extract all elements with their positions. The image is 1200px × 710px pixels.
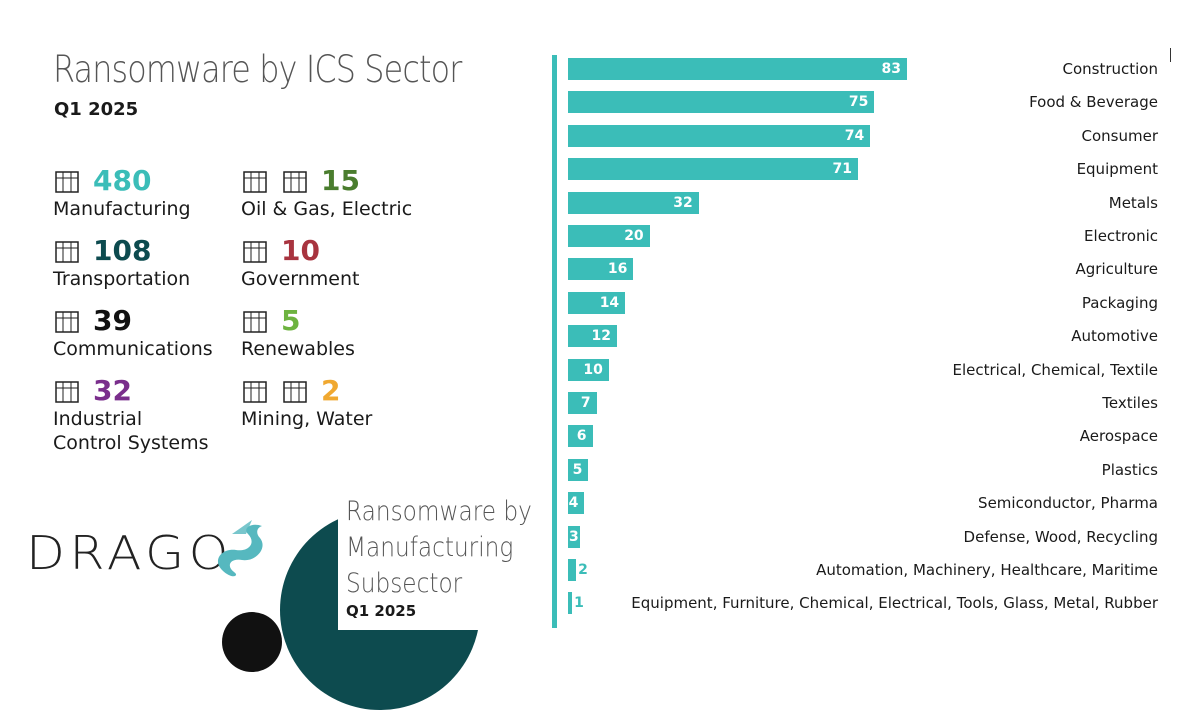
- category-label: Consumer: [1081, 126, 1159, 145]
- page-title: Ransomware by ICS Sector: [53, 48, 462, 91]
- sector-count: 15: [321, 163, 360, 197]
- sector-stat: 480 Manufacturing: [53, 163, 191, 221]
- category-label: Agriculture: [1075, 260, 1159, 279]
- sector-label: Manufacturing: [53, 198, 191, 220]
- dragon-logo-icon: [217, 520, 263, 577]
- sector-label: Oil & Gas, Electric: [241, 198, 413, 220]
- category-label: Equipment, Furniture, Chemical, Electric…: [631, 594, 1158, 613]
- bar-value-label: 10: [583, 361, 603, 378]
- category-label: Electrical, Chemical, Textile: [952, 360, 1158, 379]
- sector-count: 39: [93, 303, 132, 337]
- category-label: Textiles: [1102, 394, 1158, 412]
- mine-cart-faucet-icon: [283, 381, 307, 403]
- category-label: Electronic: [1084, 227, 1158, 245]
- bar: [568, 91, 875, 114]
- oil-rig-pylon-icon: [243, 171, 267, 193]
- text-cursor: [1170, 48, 1171, 62]
- category-label: Equipment: [1076, 160, 1158, 179]
- bar-value-label: 74: [844, 127, 865, 144]
- sector-stat: 2 Mining, Water: [241, 373, 372, 431]
- bar-value-label: 12: [591, 328, 611, 345]
- sector-count: 2: [321, 373, 341, 407]
- truck-icon: [55, 241, 79, 263]
- sector-stat: 15 Oil & Gas, Electric: [241, 163, 412, 221]
- bar: [568, 191, 699, 214]
- bar-value-label: 4: [568, 495, 579, 512]
- bar-value-label: 20: [624, 228, 644, 244]
- category-label: Construction: [1062, 60, 1158, 78]
- sector-label: Industrial Control Systems: [53, 408, 209, 454]
- bar: [568, 458, 589, 481]
- bar-value-label: 7: [580, 395, 591, 411]
- subchart-title: Ransomware by Manufacturing Subsector: [346, 496, 532, 599]
- bar: [568, 325, 617, 348]
- bar: [568, 525, 581, 548]
- category-label: Aerospace: [1079, 427, 1158, 446]
- bar-value-label: 3: [569, 528, 579, 545]
- sector-stat: 39 Communications: [53, 303, 213, 361]
- oil-rig-pylon-icon: [283, 171, 307, 193]
- sector-label: Mining, Water: [241, 408, 373, 430]
- government-building-icon: [243, 241, 267, 263]
- sector-count: 480: [93, 163, 152, 197]
- bar: [568, 358, 609, 381]
- category-label: Automation, Machinery, Healthcare, Marit…: [816, 561, 1158, 579]
- decorative-circle-dark: [222, 612, 282, 672]
- category-label: Semiconductor, Pharma: [978, 494, 1158, 513]
- bar-value-label: 75: [848, 94, 869, 111]
- category-label: Metals: [1108, 193, 1158, 212]
- bar-value-label: 2: [578, 562, 588, 578]
- sector-count: 108: [93, 233, 152, 267]
- bar: [568, 559, 577, 581]
- category-label: Food & Beverage: [1029, 93, 1158, 112]
- bar-value-label: 16: [607, 261, 628, 278]
- bar: [568, 158, 858, 181]
- recycle-icon: [243, 311, 267, 333]
- bar: [568, 492, 585, 515]
- category-label: Packaging: [1081, 293, 1158, 312]
- mine-cart-faucet-icon: [243, 381, 267, 403]
- dragos-logo: DRAGO: [26, 526, 233, 580]
- sector-count: 5: [281, 303, 301, 337]
- bar: [568, 225, 650, 247]
- sector-stat: 32 Industrial Control Systems: [53, 373, 208, 455]
- bar-value-label: 32: [673, 194, 693, 211]
- category-label: Defense, Wood, Recycling: [963, 527, 1158, 546]
- satellite-dish-icon: [55, 311, 79, 333]
- bar: [568, 592, 573, 615]
- gear-control-icon: [55, 381, 79, 403]
- bar-value-label: 83: [881, 61, 901, 77]
- bar-value-label: 5: [572, 461, 583, 478]
- sector-stat: 10 Government: [241, 233, 360, 291]
- bar: [568, 291, 626, 314]
- sector-label: Transportation: [53, 268, 191, 290]
- sector-label: Renewables: [241, 338, 355, 360]
- bar-value-label: 6: [576, 428, 587, 445]
- bar: [568, 124, 871, 147]
- period-label: Q1 2025: [54, 99, 139, 120]
- category-label: Plastics: [1101, 460, 1158, 479]
- sector-count: 32: [93, 373, 132, 407]
- bar: [568, 258, 634, 281]
- sector-label: Communications: [53, 338, 213, 360]
- bar: [568, 425, 593, 448]
- bar: [568, 392, 597, 414]
- bar-value-label: 1: [574, 595, 584, 612]
- bar-value-label: 71: [832, 161, 852, 178]
- bar: [568, 58, 907, 80]
- chart-axis-line: [552, 55, 557, 628]
- sector-stat: 108 Transportation: [53, 233, 190, 291]
- sector-label: Government: [241, 268, 360, 290]
- category-label: Automotive: [1071, 327, 1158, 346]
- bar-value-label: 14: [599, 294, 620, 311]
- sector-count: 10: [281, 233, 320, 267]
- subchart-period: Q1 2025: [346, 602, 417, 620]
- sector-stat: 5 Renewables: [241, 303, 355, 361]
- factory-icon: [55, 171, 79, 193]
